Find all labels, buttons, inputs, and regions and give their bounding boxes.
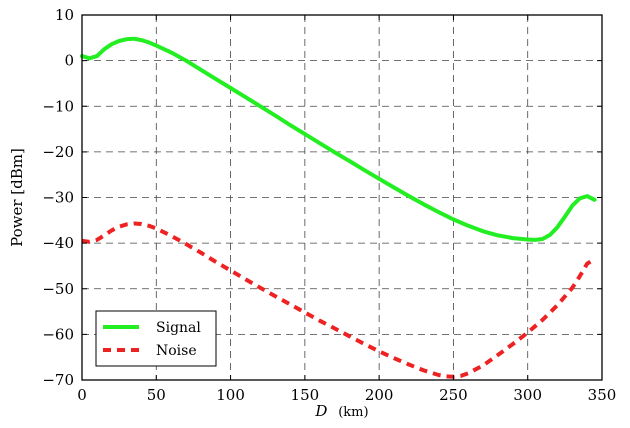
- x-axis-label-unit: (km): [338, 405, 368, 420]
- series-layer: [80, 36, 597, 379]
- x-tick-label: 0: [77, 386, 87, 404]
- x-tick-label: 350: [588, 386, 617, 404]
- legend-box: [95, 310, 217, 367]
- y-tick-label: −60: [42, 325, 74, 343]
- y-tick-label: −70: [42, 371, 74, 389]
- x-tick-label: 200: [365, 386, 394, 404]
- x-tick-label: 250: [439, 386, 468, 404]
- series-line-signal: [80, 36, 597, 242]
- x-tick-label: 150: [291, 386, 320, 404]
- legend-label-noise: Noise: [156, 343, 197, 359]
- x-axis-label-var: D: [314, 402, 327, 420]
- y-tick-label: 10: [55, 6, 74, 24]
- y-tick-label: −50: [42, 280, 74, 298]
- series-line-noise: [81, 221, 596, 379]
- ticks: 0 50 100 150 200 250 300 350100−10−20−30−40−50−…: [42, 6, 616, 404]
- x-tick-label: 50: [147, 386, 166, 404]
- y-tick-label: 0: [64, 52, 74, 70]
- y-tick-label: −40: [42, 234, 74, 252]
- x-tick-label: 100: [216, 386, 245, 404]
- y-axis-label: Power [dBm]: [8, 148, 26, 247]
- legend: Signal Noise: [95, 310, 217, 367]
- y-tick-label: −10: [42, 97, 74, 115]
- y-tick-label: −30: [42, 189, 74, 207]
- x-axis-label: D (km): [314, 402, 368, 420]
- x-tick-label: 300: [513, 386, 542, 404]
- legend-label-signal: Signal: [156, 320, 201, 336]
- y-tick-label: −20: [42, 143, 74, 161]
